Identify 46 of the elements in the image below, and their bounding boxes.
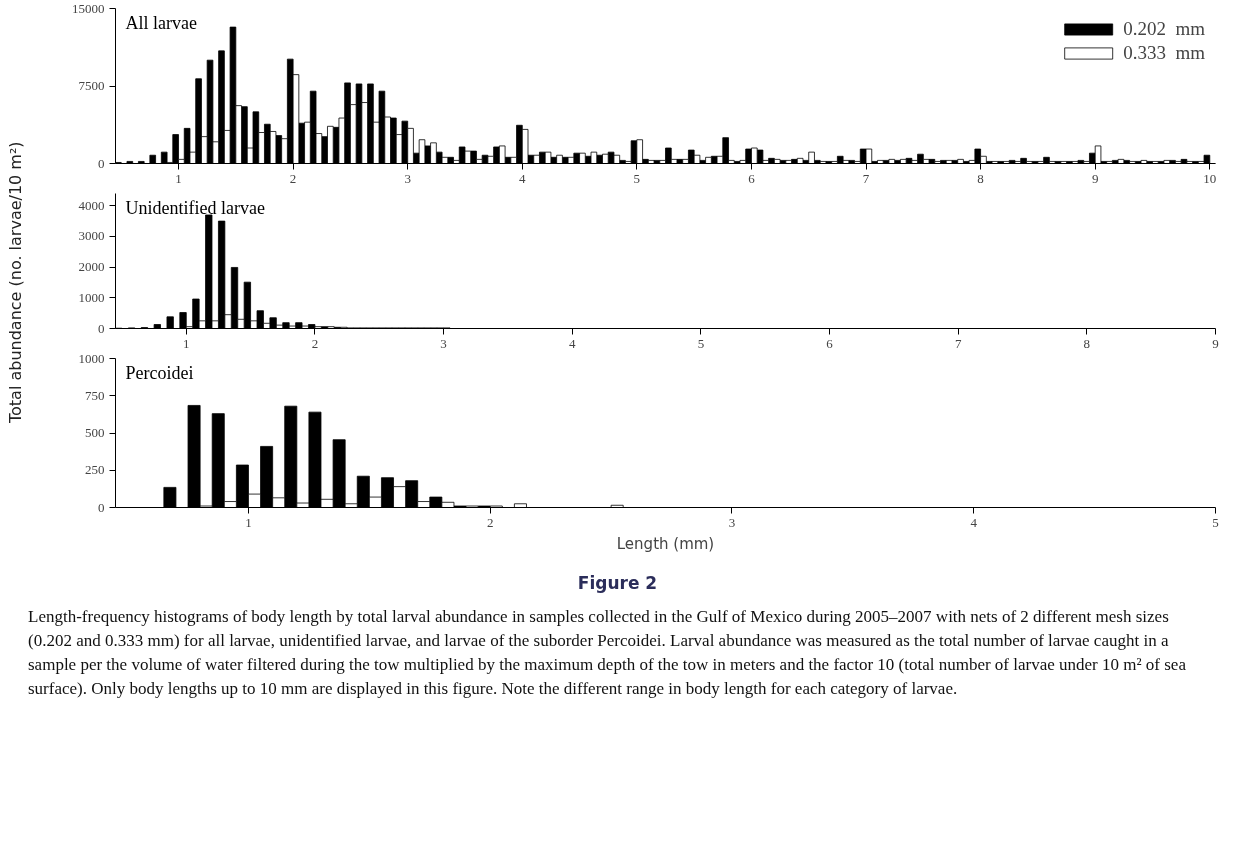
x-tick-label: 5 — [1212, 514, 1219, 530]
y-tick-label: 250 — [85, 462, 105, 478]
x-axis-title: Length (mm) — [616, 534, 715, 553]
x-tick-label: 7 — [862, 170, 870, 186]
x-tick-label: 10 — [1203, 170, 1217, 186]
y-tick-label: 4000 — [78, 197, 105, 213]
chart-title: Percoidei — [125, 362, 194, 383]
x-tick-label: 1 — [175, 170, 182, 186]
x-tick-label: 8 — [977, 170, 984, 186]
y-tick-label: 7500 — [78, 78, 105, 93]
y-tick-label: 3000 — [78, 228, 105, 244]
chart-title: All larvae — [125, 13, 197, 34]
x-tick-label: 4 — [970, 514, 978, 530]
x-tick-label: 5 — [697, 335, 705, 351]
x-tick-label: 4 — [519, 170, 527, 186]
x-tick-label: 7 — [954, 335, 962, 351]
caption: Figure 2 — [577, 572, 658, 595]
x-tick-label: 6 — [826, 335, 834, 351]
chart-title: Unidentified larvae — [125, 197, 265, 218]
y-tick-label: 0 — [98, 155, 105, 171]
x-tick-label: 9 — [1212, 335, 1219, 351]
x-tick-label: 3 — [404, 170, 411, 186]
x-tick-label: 5 — [633, 170, 641, 186]
x-tick-label: 2 — [311, 335, 319, 351]
legend-label: 0.333 mm — [1123, 42, 1205, 64]
y-tick-label: 2000 — [78, 259, 105, 275]
y-tick-label: 1000 — [78, 350, 105, 366]
legend-label: 0.202 mm — [1123, 18, 1205, 40]
x-tick-label: 9 — [1091, 170, 1099, 186]
x-tick-label: 3 — [728, 514, 736, 530]
x-tick-label: 1 — [183, 335, 190, 351]
x-tick-label: 8 — [1083, 335, 1091, 351]
x-tick-label: 2 — [289, 170, 297, 186]
y-tick-label: 750 — [85, 387, 105, 403]
y-tick-label: 500 — [85, 425, 105, 440]
x-tick-label: 6 — [748, 170, 756, 186]
x-tick-label: 3 — [440, 335, 447, 351]
y-axis-title: Total abundance (no. larvae/10 m²) — [5, 141, 26, 424]
y-tick-label: 0 — [98, 499, 105, 515]
x-tick-label: 1 — [245, 514, 252, 530]
y-tick-label: 15000 — [72, 0, 105, 16]
y-tick-label: 1000 — [78, 289, 105, 305]
x-tick-label: 2 — [486, 514, 494, 530]
text: Length-frequency histograms of body length by total larval abundance in samples collected in the Gulf of Mexico during 2005–2007 with nets of 2 different mesh sizes (0.202 and 0.333 mm) for all larvae, unidentified larvae, and larvae of the suborder Percoidei. Larval abundance was measured as the total number of larvae caught in a sample per the volume of water filtered during the tow multiplied by the maximum depth of the tow in meters and the factor 10 (total number of larvae under 10 m² of sea surface). Only body lengths up to 10 mm are displayed in this figure. Note the different range in body length for each category of larvae. — [28, 606, 1187, 701]
x-tick-label: 4 — [568, 335, 576, 351]
y-tick-label: 0 — [98, 320, 105, 336]
